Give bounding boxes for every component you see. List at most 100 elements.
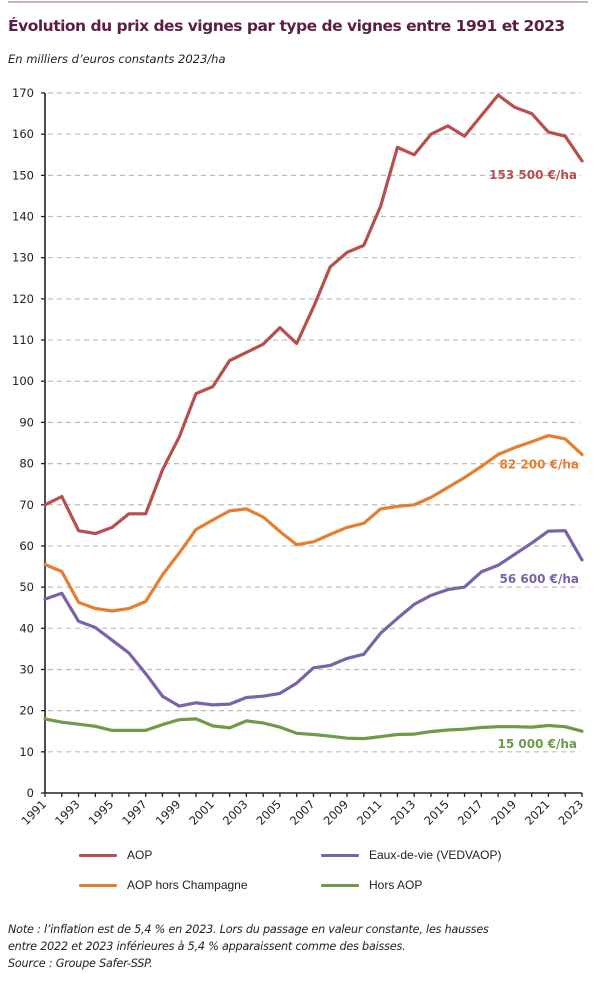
data-point-aop [480,114,483,117]
data-point-aop-hors-champagne [463,476,466,479]
note-line-2: entre 2022 et 2023 inférieures à 5,4 % a… [8,940,406,953]
series-lines [43,93,584,741]
x-axis-tick-labels: 1991 1993 1995 1997 1999 2001 2003 2005 2007 2009… [19,797,587,828]
data-point-eaux-de-vie-vedvaop [94,626,97,629]
end-label-hors-aop: 15 000 €/ha [498,737,577,751]
data-point-eaux-de-vie-vedvaop [111,639,114,642]
data-point-aop [161,468,164,471]
data-point-hors-aop [195,717,198,720]
data-point-aop-hors-champagne [262,516,265,519]
data-point-hors-aop [429,730,432,733]
legend-swatch-aop-hors-champagne [79,883,117,887]
data-point-aop-hors-champagne [329,533,332,536]
data-point-hors-aop [362,737,365,740]
data-point-hors-aop [329,735,332,738]
data-point-eaux-de-vie-vedvaop [346,657,349,660]
y-tick-label: 170 [12,86,34,100]
series-line-aop [43,93,584,536]
legend-swatch-hors-aop [321,883,359,887]
data-point-eaux-de-vie-vedvaop [278,692,281,695]
x-tick-label: 1999 [153,797,184,828]
data-point-aop-hors-champagne [497,453,500,456]
data-point-eaux-de-vie-vedvaop [530,542,533,545]
data-point-aop-hors-champagne [362,522,365,525]
data-point-aop [60,495,63,498]
x-tick-label: 2011 [354,797,385,828]
data-point-aop-hors-champagne [278,530,281,533]
data-point-hors-aop [547,724,550,727]
data-point-aop-hors-champagne [530,440,533,443]
data-point-aop [547,131,550,134]
data-point-aop-hors-champagne [60,570,63,573]
legend-item-aop: AOP [79,848,152,862]
data-point-hors-aop [379,735,382,738]
data-point-aop [211,385,214,388]
data-point-aop [278,326,281,329]
data-point-eaux-de-vie-vedvaop [228,703,231,706]
end-label-aop: 153 500 €/ha [489,168,577,182]
note-line-1: Note : l’inflation est de 5,4 % en 2023.… [8,923,489,936]
x-tick-label: 2019 [488,797,519,828]
data-point-aop [463,135,466,138]
data-point-aop-hors-champagne [312,540,315,543]
data-point-eaux-de-vie-vedvaop [379,632,382,635]
legend-item-hors-aop: Hors AOP [321,878,422,892]
data-point-eaux-de-vie-vedvaop [329,664,332,667]
data-point-aop [413,153,416,156]
data-point-aop-hors-champagne [44,563,47,566]
y-tick-label: 50 [19,580,34,594]
y-tick-label: 110 [12,333,34,347]
data-point-hors-aop [463,728,466,731]
data-point-eaux-de-vie-vedvaop [513,553,516,556]
data-point-aop-hors-champagne [161,573,164,576]
data-point-aop-hors-champagne [480,465,483,468]
legend-item-aop-hors-champagne: AOP hors Champagne [79,878,248,892]
data-point-aop-hors-champagne [127,607,130,610]
data-point-eaux-de-vie-vedvaop [77,620,80,623]
data-point-hors-aop [513,725,516,728]
data-point-aop-hors-champagne [295,543,298,546]
y-tick-label: 60 [19,539,34,553]
data-point-hors-aop [94,725,97,728]
x-tick-label: 1991 [19,797,50,828]
data-point-aop [379,205,382,208]
data-point-eaux-de-vie-vedvaop [44,598,47,601]
x-tick-label: 2017 [455,797,486,828]
data-point-eaux-de-vie-vedvaop [178,705,181,708]
data-point-eaux-de-vie-vedvaop [429,594,432,597]
data-point-hors-aop [161,723,164,726]
data-point-aop [581,159,584,162]
data-point-aop [497,94,500,97]
y-tick-label: 140 [12,210,34,224]
data-point-hors-aop [144,729,147,732]
legend-label: Eaux-de-vie (VEDVAOP) [369,848,502,862]
y-tick-label: 10 [19,745,34,759]
x-tick-label: 2021 [522,797,553,828]
data-point-aop [329,265,332,268]
data-point-hors-aop [530,726,533,729]
data-point-aop-hors-champagne [245,507,248,510]
data-point-eaux-de-vie-vedvaop [446,588,449,591]
legend-label: Hors AOP [369,878,423,892]
data-point-eaux-de-vie-vedvaop [60,592,63,595]
x-tick-label: 1997 [119,797,150,828]
data-point-hors-aop [44,717,47,720]
data-point-hors-aop [278,726,281,729]
data-point-eaux-de-vie-vedvaop [161,695,164,698]
data-point-hors-aop [446,729,449,732]
data-point-aop-hors-champagne [77,601,80,604]
y-tick-label: 150 [12,168,34,182]
top-rule [8,1,588,3]
data-point-aop [362,244,365,247]
data-point-aop-hors-champagne [178,551,181,554]
data-point-aop [513,106,516,109]
legend: AOP Eaux-de-vie (VEDVAOP) AOP hors Champ… [0,848,600,898]
data-point-aop [446,124,449,127]
legend-swatch-eaux-de-vie [321,853,359,857]
data-point-eaux-de-vie-vedvaop [463,586,466,589]
footnote: Note : l’inflation est de 5,4 % en 2023.… [8,921,598,972]
x-tick-label: 1995 [86,797,117,828]
data-point-hors-aop [77,723,80,726]
data-point-aop [346,251,349,254]
data-point-aop [178,435,181,438]
